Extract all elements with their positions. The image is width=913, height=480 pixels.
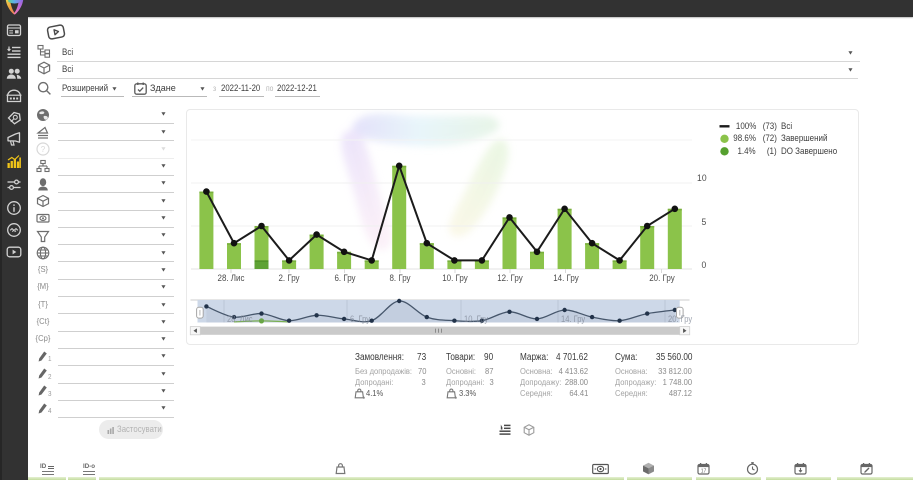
svg-text:?: ? bbox=[41, 145, 46, 154]
svg-text:17: 17 bbox=[701, 468, 707, 474]
svg-text:x: x bbox=[455, 395, 457, 399]
svg-text:x: x bbox=[363, 395, 365, 399]
